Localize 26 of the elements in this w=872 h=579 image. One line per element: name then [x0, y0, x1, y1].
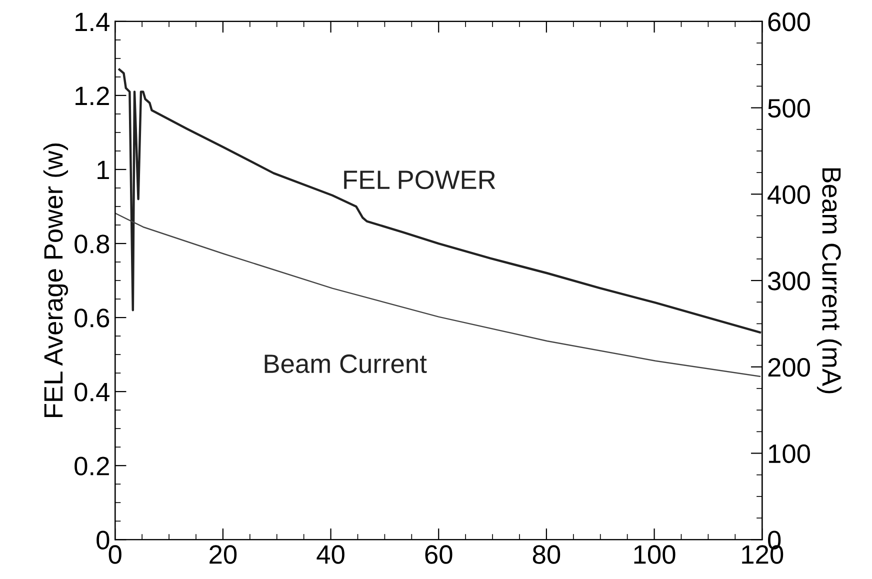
y-tick-label: 1.4 [76, 12, 110, 31]
y2-tick-label: 300 [768, 272, 810, 290]
y-tick-label: 1.2 [76, 86, 109, 106]
series-label: FEL POWER [344, 170, 496, 190]
y-tick-label: 0.8 [74, 234, 110, 254]
x-tick-label: 40 [316, 545, 344, 564]
y-tick-label: 0.6 [74, 308, 110, 328]
y-tick-label: 0.2 [74, 456, 109, 476]
x-tick-label: 20 [210, 545, 237, 564]
y2-tick-label: 600 [768, 12, 810, 32]
y-tick-label: 0.4 [74, 382, 110, 402]
y2-axis-title: Beam Current (mA) [816, 168, 842, 394]
y2-tick-label: 500 [768, 98, 810, 118]
line-series [115, 212, 761, 378]
y-tick-label: 0 [96, 530, 110, 550]
series-label: Beam Current [264, 354, 427, 374]
x-tick-label: 100 [634, 545, 676, 564]
x-tick-label: 60 [425, 545, 452, 564]
y2-tick-label: 200 [768, 358, 810, 377]
x-tick-label: 0 [108, 545, 122, 564]
y2-tick-label: 400 [768, 185, 810, 204]
y2-tick-label: 100 [769, 444, 810, 464]
y-axis-title: FEL Average Power (w) [43, 144, 68, 417]
x-tick-label: 80 [532, 545, 560, 564]
line-series [118, 68, 762, 334]
y-tick-label: 1 [98, 160, 109, 180]
